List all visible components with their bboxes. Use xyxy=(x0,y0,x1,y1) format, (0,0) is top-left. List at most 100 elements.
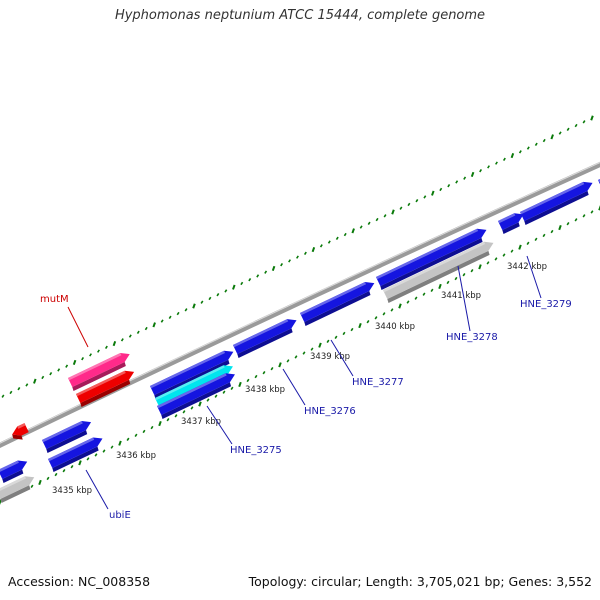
gene-label-HNE_3276[interactable]: HNE_3276 xyxy=(282,368,356,417)
scale-tick xyxy=(49,371,53,376)
scale-tick xyxy=(264,270,268,274)
scale-tick xyxy=(534,142,538,147)
kbp-label: 3436 kbp xyxy=(116,451,156,461)
outer-tick-track xyxy=(1,115,594,398)
scale-tick xyxy=(302,351,306,355)
gene-HNE_3278-feature[interactable] xyxy=(383,241,494,304)
scale-tick xyxy=(240,281,244,286)
scale-tick xyxy=(126,437,130,441)
scale-tick xyxy=(326,339,330,343)
scale-tick xyxy=(438,283,442,289)
backbone-line xyxy=(0,161,600,448)
gene-label-text[interactable]: HNE_3279 xyxy=(520,299,572,310)
gene-label-HNE_3279[interactable]: HNE_3279 xyxy=(520,255,572,310)
gene-label-ubiE[interactable]: ubiE xyxy=(85,469,131,521)
scale-tick xyxy=(278,362,282,368)
scale-tick xyxy=(502,253,506,257)
scale-tick xyxy=(406,300,410,304)
scale-tick xyxy=(335,236,339,241)
gene-label-text[interactable]: ubiE xyxy=(109,510,131,521)
gene-mutM-feature[interactable] xyxy=(68,353,130,392)
scale-tick xyxy=(479,168,483,173)
gene-cds-reverse[interactable] xyxy=(42,421,92,454)
gene-cds-forward[interactable] xyxy=(233,319,297,359)
scale-tick xyxy=(230,386,234,391)
gene-label-HNE_3278[interactable]: HNE_3278 xyxy=(446,265,498,343)
scale-tick xyxy=(246,378,250,383)
scale-tick xyxy=(142,429,146,434)
inner-tick-track xyxy=(0,205,600,505)
scale-tick xyxy=(72,359,77,365)
label-leader-line xyxy=(526,255,542,299)
gene-cds-forward[interactable] xyxy=(300,282,375,327)
gene-red-feature[interactable] xyxy=(12,423,29,440)
scale-tick xyxy=(41,375,45,380)
gene-grey-feature[interactable] xyxy=(0,476,35,504)
scale-tick xyxy=(200,300,204,304)
scale-tick xyxy=(256,274,260,278)
scale-tick xyxy=(534,237,538,242)
scale-tick xyxy=(192,303,196,309)
gene-cds-forward[interactable] xyxy=(150,350,234,400)
gene-label-mutM[interactable]: mutM xyxy=(40,294,89,348)
scale-tick xyxy=(310,347,314,351)
scale-tick xyxy=(550,134,554,140)
gene-label-HNE_3275[interactable]: HNE_3275 xyxy=(206,405,282,456)
scale-tick xyxy=(303,251,307,256)
scale-tick xyxy=(152,322,156,328)
scale-tick xyxy=(17,387,21,391)
scale-tick xyxy=(286,359,290,363)
scale-tick xyxy=(366,319,370,324)
kbp-label: 3437 kbp xyxy=(181,417,221,427)
label-leader-line xyxy=(67,306,89,348)
scale-tick xyxy=(439,187,443,192)
kbp-scale-labels: 3435 kbp 3436 kbp 3437 kbp 3438 kbp 3439 kbp… xyxy=(52,262,547,496)
scale-tick xyxy=(382,312,386,316)
scale-tick xyxy=(495,161,498,165)
gene-label-HNE_3277[interactable]: HNE_3277 xyxy=(330,339,404,388)
gene-label-text[interactable]: HNE_3277 xyxy=(352,377,404,388)
gene-label-text[interactable]: HNE_3278 xyxy=(446,332,498,343)
scale-tick xyxy=(510,153,515,159)
scale-tick xyxy=(470,269,474,273)
scale-tick xyxy=(65,364,69,368)
scale-tick xyxy=(486,261,490,265)
gene-cds-forward[interactable] xyxy=(520,181,593,226)
gene-ubiE-feature[interactable] xyxy=(48,437,103,473)
gene-HNE_3275-feature[interactable] xyxy=(157,373,235,420)
scale-tick xyxy=(598,205,600,211)
scale-tick xyxy=(574,123,578,128)
scale-tick xyxy=(558,225,562,231)
scale-tick xyxy=(399,206,403,210)
scale-tick xyxy=(296,255,299,259)
scale-tick xyxy=(81,356,85,361)
scale-tick xyxy=(97,349,100,353)
gene-label-layer: mutM ubiE HNE_3275 HNE_3276 HNE_3277 HNE_3278… xyxy=(40,255,572,521)
gene-red-feature[interactable] xyxy=(76,370,135,408)
gene-cds-reverse[interactable] xyxy=(0,460,28,484)
scale-tick xyxy=(206,398,210,402)
scale-tick xyxy=(86,457,90,461)
scale-tick xyxy=(391,209,395,215)
scale-tick xyxy=(566,221,570,226)
scale-tick xyxy=(9,390,13,395)
gene-cds-forward[interactable] xyxy=(376,228,487,291)
scale-tick xyxy=(343,232,347,237)
scale-tick xyxy=(120,338,124,342)
scale-tick xyxy=(494,257,498,261)
gene-label-text[interactable]: HNE_3275 xyxy=(230,445,282,456)
gene-cds-forward[interactable] xyxy=(498,213,524,235)
scale-tick xyxy=(574,218,578,222)
scale-tick xyxy=(190,406,194,410)
scale-tick xyxy=(166,417,170,422)
kbp-label: 3438 kbp xyxy=(245,385,285,395)
scale-tick xyxy=(358,323,362,329)
gene-label-text[interactable]: HNE_3276 xyxy=(304,406,356,417)
scale-tick xyxy=(128,334,132,338)
kbp-label: 3439 kbp xyxy=(310,352,350,362)
gene-label-text[interactable]: mutM xyxy=(40,294,69,305)
scale-tick xyxy=(168,315,172,319)
label-leader-line xyxy=(206,405,233,445)
scale-tick xyxy=(342,331,346,336)
